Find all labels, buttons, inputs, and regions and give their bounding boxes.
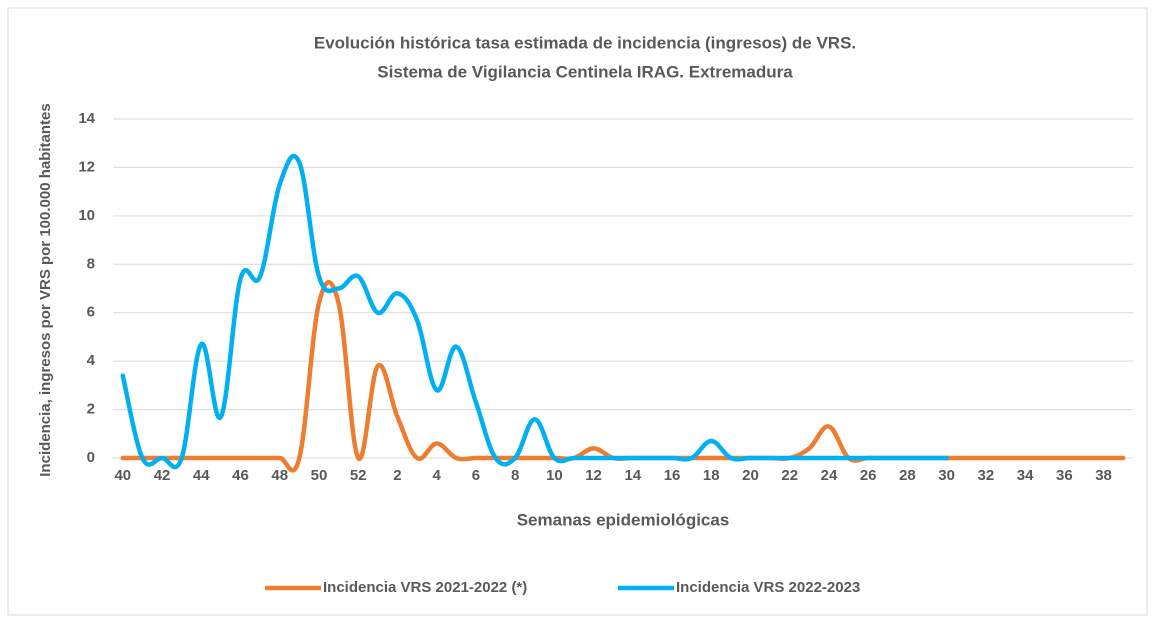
y-tick-label: 4 [87,352,96,369]
x-tick-label: 22 [781,467,798,484]
x-tick-label: 20 [742,467,759,484]
y-tick-label: 0 [87,449,95,466]
y-tick-label: 8 [87,255,95,272]
y-tick-label: 12 [78,158,95,175]
legend-label: Incidencia VRS 2021-2022 (*) [323,579,527,596]
x-tick-label: 12 [585,467,602,484]
x-tick-label: 48 [271,467,288,484]
x-tick-label: 6 [472,467,480,484]
x-tick-label: 40 [114,467,131,484]
x-tick-label: 2 [393,467,401,484]
x-tick-label: 18 [703,467,720,484]
chart-title: Evolución histórica tasa estimada de inc… [314,33,856,52]
x-tick-label: 8 [511,467,519,484]
x-tick-label: 4 [432,467,441,484]
y-tick-label: 2 [87,401,95,418]
x-tick-label: 26 [860,467,877,484]
x-tick-label: 16 [664,467,681,484]
x-tick-label: 44 [193,467,210,484]
x-axis-label: Semanas epidemiológicas [517,510,730,529]
y-tick-label: 10 [78,207,95,224]
y-tick-label: 6 [87,304,95,321]
y-tick-label: 14 [78,110,95,127]
x-tick-label: 10 [546,467,563,484]
chart-border [7,7,1148,616]
x-tick-label: 28 [899,467,916,484]
x-tick-label: 32 [978,467,995,484]
x-tick-label: 34 [1017,467,1034,484]
x-tick-label: 30 [938,467,955,484]
chart-subtitle: Sistema de Vigilancia Centinela IRAG. Ex… [377,62,793,81]
x-tick-label: 24 [821,467,838,484]
y-axis-label: Incidencia, ingresos por VRS por 100.000… [37,103,54,476]
x-tick-label: 14 [624,467,641,484]
x-tick-label: 36 [1056,467,1073,484]
line-series [120,153,949,470]
x-tick-label: 42 [154,467,171,484]
x-tick-label: 46 [232,467,249,484]
x-tick-label: 52 [350,467,367,484]
x-tick-label: 38 [1095,467,1112,484]
legend-label: Incidencia VRS 2022-2023 [676,579,860,596]
x-tick-label: 50 [311,467,328,484]
